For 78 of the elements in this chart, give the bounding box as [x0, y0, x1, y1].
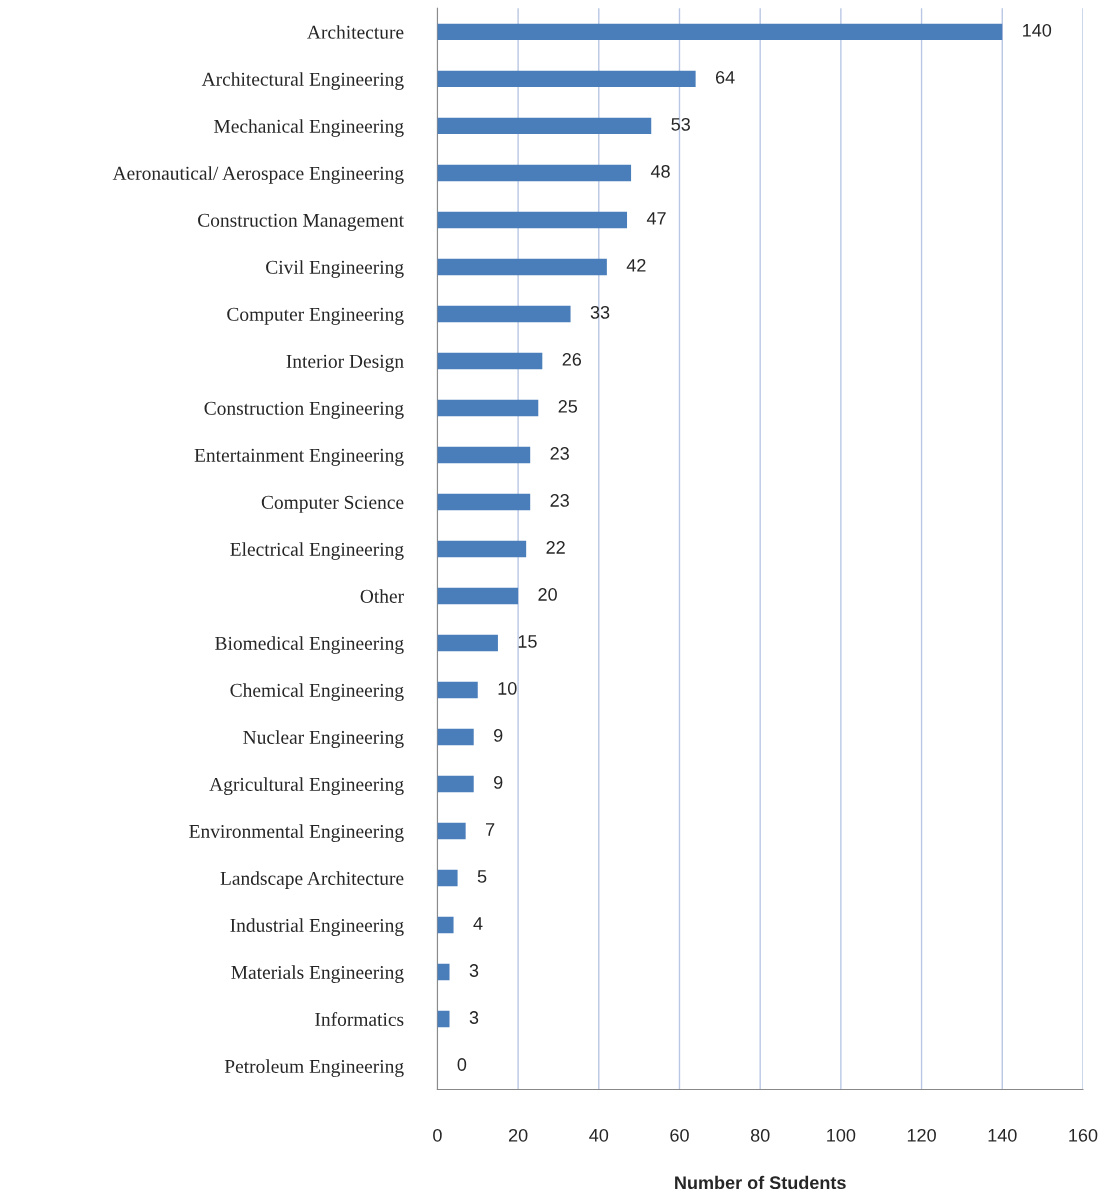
x-tick-label: 60 [670, 1128, 689, 1142]
data-label: 4 [473, 917, 483, 930]
y-tick-label: Interior Design [286, 354, 404, 372]
data-label: 9 [494, 729, 503, 742]
x-tick-label: 160 [1069, 1128, 1098, 1142]
bar [437, 446, 531, 464]
y-tick-label: Nuclear Engineering [243, 730, 404, 748]
y-tick-label: Landscape Architecture [220, 871, 404, 889]
data-label: 23 [550, 494, 569, 507]
x-axis-title: Number of Students [675, 1175, 846, 1190]
y-tick-label: Materials Engineering [231, 965, 404, 983]
bar [437, 352, 543, 370]
y-tick-label: Electrical Engineering [230, 542, 404, 560]
x-tick-label: 40 [589, 1128, 609, 1142]
bar [437, 23, 1003, 41]
x-tick-label: 20 [508, 1128, 528, 1142]
data-label: 7 [486, 823, 495, 836]
y-tick-label: Computer Science [261, 495, 404, 513]
bar [437, 164, 632, 182]
data-label: 15 [518, 635, 537, 648]
data-label: 5 [477, 870, 487, 883]
y-tick-label: Architectural Engineering [201, 72, 404, 90]
data-label: 22 [546, 541, 565, 554]
y-tick-label: Mechanical Engineering [214, 119, 404, 137]
y-tick-label: Environmental Engineering [189, 824, 404, 842]
y-tick-label: Informatics [315, 1012, 404, 1026]
bar [437, 211, 628, 229]
data-label: 140 [1023, 23, 1052, 37]
bar [437, 70, 696, 88]
y-tick-label: Construction Management [198, 213, 404, 231]
y-tick-label: Petroleum Engineering [224, 1059, 404, 1077]
bar [437, 1010, 450, 1028]
x-tick-label: 120 [907, 1128, 936, 1142]
y-tick-label: Agricultural Engineering [209, 777, 404, 795]
bar [437, 869, 458, 887]
data-label: 33 [590, 305, 610, 319]
y-tick-label: Computer Engineering [227, 307, 404, 325]
x-tick-label: 80 [750, 1128, 770, 1142]
y-tick-label: Construction Engineering [204, 401, 404, 419]
data-label: 47 [646, 212, 666, 225]
x-tick-label: 140 [988, 1128, 1017, 1142]
data-label: 42 [626, 258, 646, 272]
data-label: 25 [558, 400, 578, 413]
bar [437, 728, 474, 746]
y-tick-label: Biomedical Engineering [215, 636, 404, 654]
data-label: 0 [457, 1058, 467, 1071]
bar [437, 634, 498, 652]
bar [437, 117, 652, 135]
bar [437, 540, 527, 558]
bar [437, 587, 519, 605]
x-tick-label: 0 [433, 1128, 442, 1142]
data-label: 53 [671, 117, 690, 131]
y-tick-label: Architecture [307, 25, 404, 39]
y-tick-label: Aeronautical/ Aerospace Engineering [112, 166, 404, 184]
y-tick-label: Other [360, 589, 404, 603]
bar [437, 258, 607, 276]
bar [437, 681, 478, 699]
data-label: 9 [494, 776, 503, 789]
bar [437, 399, 539, 417]
y-tick-label: Chemical Engineering [230, 683, 404, 701]
data-label: 3 [469, 1011, 479, 1024]
data-label: 64 [715, 70, 735, 84]
bar [437, 822, 466, 840]
data-label: 23 [550, 447, 569, 460]
data-label: 26 [562, 352, 582, 366]
bar [437, 775, 474, 793]
y-tick-label: Entertainment Engineering [194, 448, 404, 466]
bar [437, 916, 454, 934]
data-label: 3 [469, 964, 479, 977]
data-label: 20 [538, 588, 557, 601]
bar [437, 305, 571, 323]
bar [437, 963, 450, 981]
data-label: 48 [650, 164, 670, 178]
y-tick-label: Civil Engineering [266, 260, 404, 278]
y-tick-label: Industrial Engineering [230, 918, 404, 936]
bar [437, 493, 531, 511]
x-tick-label: 100 [827, 1128, 856, 1142]
data-label: 10 [498, 682, 517, 695]
